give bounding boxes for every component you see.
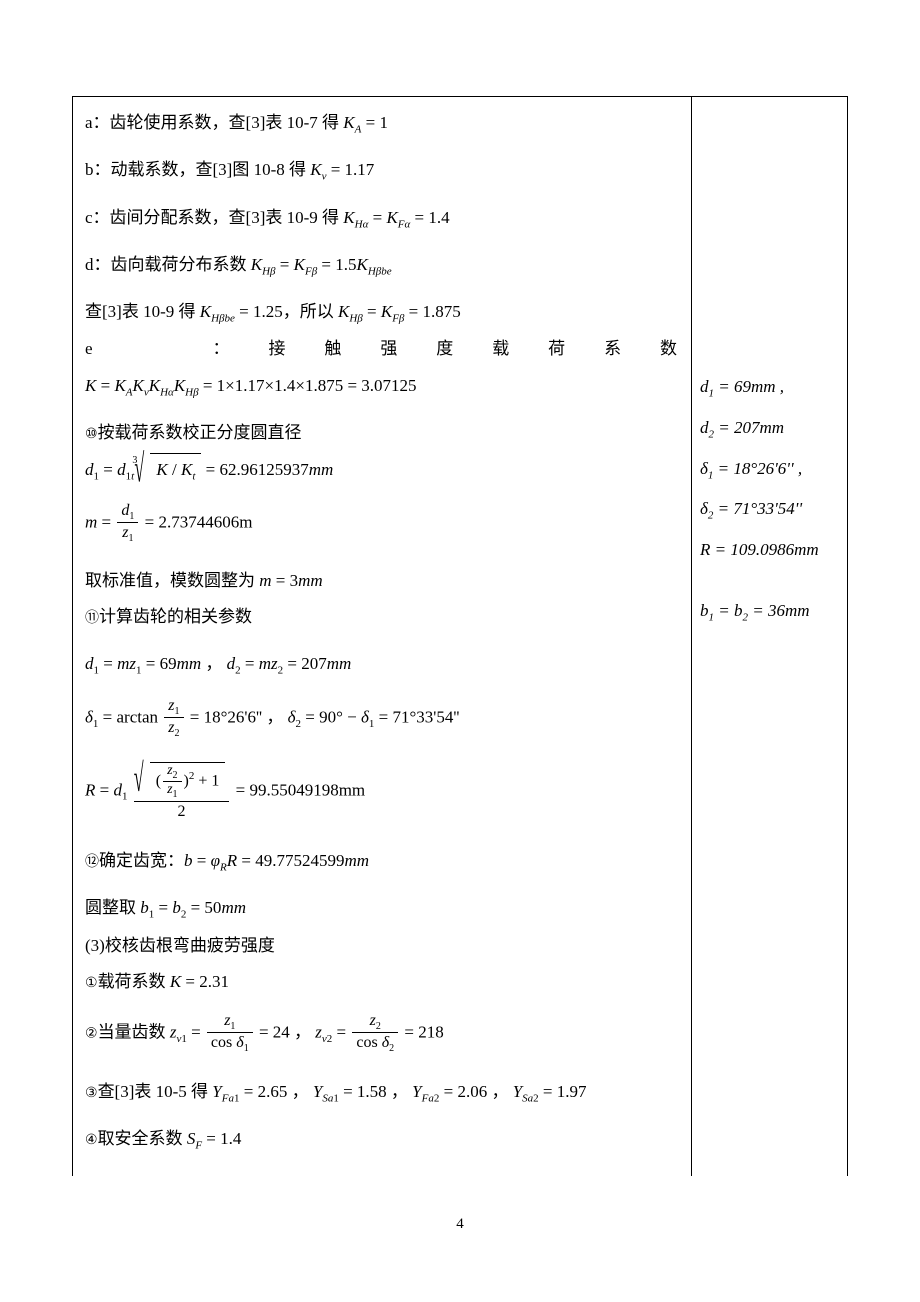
item-d: d：齿向载荷分布系数 KHβ = KFβ = 1.5KHβbe — [85, 249, 679, 282]
right-spacer — [700, 107, 839, 367]
item-d2: 查[3]表 10-9 得 KHβbe = 1.25，所以 KHβ = KFβ =… — [85, 296, 679, 329]
page-number: 4 — [72, 1216, 848, 1233]
e-text: ：接触强度载荷系数 — [93, 333, 679, 365]
m-val: = 2.73744606m — [140, 512, 252, 531]
b-round: 圆整取 b1 = b2 = 50mm — [85, 892, 679, 925]
circled-12: ⑫ — [85, 853, 99, 869]
e-letter: e — [85, 333, 93, 365]
circled-2: ② — [85, 1025, 98, 1041]
circled-3: ③ — [85, 1084, 98, 1100]
section-3: (3)校核齿根弯曲疲劳强度 — [85, 930, 679, 962]
item-e-label: e ：接触强度载荷系数 — [85, 333, 679, 365]
zv2-val: = 218 — [400, 1023, 444, 1042]
K-expression: K = KAKvKHαKHβ = 1×1.17×1.4×1.875 = 3.07… — [85, 370, 679, 403]
content-table: a：齿轮使用系数，查[3]表 10-7 得 KA = 1 b：动载系数，查[3]… — [72, 96, 848, 1176]
step-10: ⑩按载荷系数校正分度圆直径 — [85, 417, 679, 449]
R-equation: R = d1 (z2z1)2 + 1 2 = 99.55049198mm — [85, 762, 679, 821]
item-b: b：动载系数，查[3]图 10-8 得 Kv = 1.17 — [85, 154, 679, 187]
delta-calc: δ1 = arctan z1z2 = 18°26'6'' ， δ2 = 90° … — [85, 697, 679, 740]
R-val: = 99.55049198mm — [231, 780, 365, 799]
res-b: b1 = b2 = 36mm — [700, 591, 839, 632]
item-c: c：齿间分配系数，查[3]表 10-9 得 KHα = KFα = 1.4 — [85, 202, 679, 235]
d-prefix: d：齿向载荷分布系数 — [85, 255, 251, 274]
c-prefix: c：齿间分配系数，查[3]表 10-9 得 — [85, 208, 343, 227]
s2-prefix: 当量齿数 — [98, 1023, 170, 1042]
m-round: 取标准值，模数圆整为 m = 3mm — [85, 565, 679, 597]
circled-11: ⑪ — [85, 609, 99, 625]
s2: ②当量齿数 zv1 = z1cos δ1 = 24 ， zv2 = z2cos … — [85, 1012, 679, 1055]
main-column: a：齿轮使用系数，查[3]表 10-7 得 KA = 1 b：动载系数，查[3]… — [73, 97, 692, 1176]
zv1-val: = 24 — [255, 1023, 290, 1042]
b-prefix: b：动载系数，查[3]图 10-8 得 — [85, 160, 310, 179]
circled-10: ⑩ — [85, 425, 98, 441]
s3-prefix: 查[3]表 10-5 得 — [98, 1082, 213, 1101]
results-column: d1 = 69mm , d2 = 207mm δ1 = 18°26'6'' , … — [692, 97, 847, 1176]
s4: ④取安全系数 SF = 1.4 — [85, 1123, 679, 1156]
step10-text: 按载荷系数校正分度圆直径 — [98, 423, 302, 442]
circled-1: ① — [85, 974, 98, 990]
b-eq: = 1.17 — [326, 160, 374, 179]
res-delta1: δ1 = 18°26'6'' , — [700, 449, 839, 490]
res-R: R = 109.0986mm — [700, 530, 839, 571]
res-delta2: δ2 = 71°33'54'' — [700, 489, 839, 530]
a-eq: = 1 — [361, 113, 388, 132]
d2-prefix: 查[3]表 10-9 得 — [85, 302, 200, 321]
d1-equation: d1 = d1t 3K / Kt = 62.96125937mm — [85, 453, 679, 487]
d2-suffix: ，所以 — [283, 302, 338, 321]
step12-text: 确定齿宽： — [99, 851, 184, 870]
step-11: ⑪计算齿轮的相关参数 — [85, 601, 679, 633]
m-equation: m = d1z1 = 2.73744606m — [85, 502, 679, 545]
s3: ③查[3]表 10-5 得 YFa1 = 2.65 ， YSa1 = 1.58 … — [85, 1076, 679, 1109]
circled-4: ④ — [85, 1131, 98, 1147]
step-12: ⑫确定齿宽：b = φRR = 49.77524599mm — [85, 845, 679, 878]
item-a: a：齿轮使用系数，查[3]表 10-7 得 KA = 1 — [85, 107, 679, 140]
res-d2: d2 = 207mm — [700, 408, 839, 449]
a-prefix: a：齿轮使用系数，查[3]表 10-7 得 — [85, 113, 343, 132]
s1: ①载荷系数 K = 2.31 — [85, 966, 679, 998]
res-d1: d1 = 69mm , — [700, 367, 839, 408]
d-calc: d1 = mz1 = 69mm ， d2 = mz2 = 207mm — [85, 648, 679, 681]
step11-text: 计算齿轮的相关参数 — [99, 607, 252, 626]
